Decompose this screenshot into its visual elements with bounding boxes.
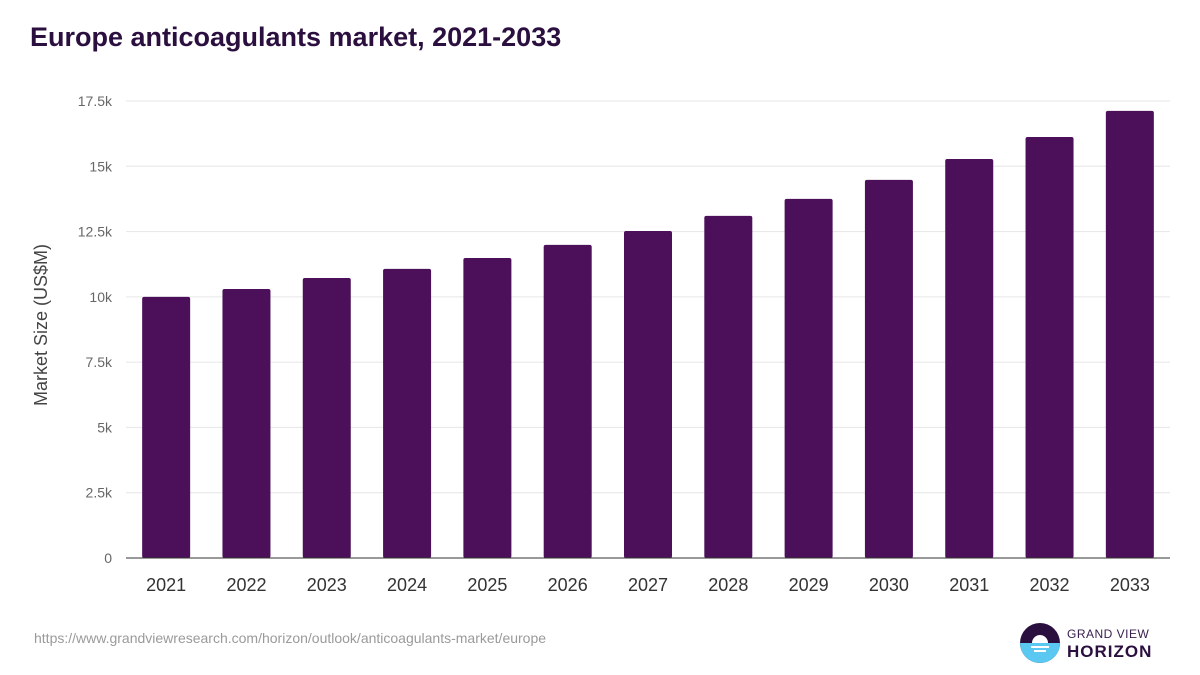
- y-tick-label: 12.5k: [78, 224, 113, 240]
- y-tick-label: 15k: [89, 158, 113, 174]
- logo-text-horizon: HORIZON: [1067, 642, 1153, 661]
- x-tick-label: 2027: [628, 575, 668, 595]
- bar-2031: [945, 158, 994, 559]
- bar-2029: [784, 198, 833, 558]
- y-tick-label: 5k: [97, 419, 113, 435]
- x-tick-label: 2032: [1030, 575, 1070, 595]
- bar-2033: [1105, 110, 1154, 558]
- y-axis-label: Market Size (US$M): [31, 244, 51, 406]
- x-tick-label: 2023: [307, 575, 347, 595]
- y-tick-label: 2.5k: [86, 485, 113, 501]
- x-tick-label: 2031: [949, 575, 989, 595]
- grand-view-horizon-logo: GRAND VIEW HORIZON: [1019, 622, 1179, 666]
- bar-2023: [302, 278, 351, 558]
- bar-2025: [463, 257, 512, 558]
- bar-2032: [1025, 137, 1074, 558]
- bar-2021: [142, 296, 191, 558]
- bar-2022: [222, 289, 271, 558]
- logo-text-grand-view: GRAND VIEW: [1067, 627, 1150, 641]
- horizon-logo-icon: [1020, 623, 1060, 663]
- x-tick-label: 2024: [387, 575, 427, 595]
- bar-2028: [704, 215, 753, 558]
- bar-2030: [864, 179, 913, 558]
- x-tick-label: 2022: [226, 575, 266, 595]
- x-tick-label: 2025: [467, 575, 507, 595]
- x-tick-label: 2021: [146, 575, 186, 595]
- y-tick-label: 10k: [89, 289, 113, 305]
- y-tick-label: 0: [104, 550, 112, 566]
- bar-chart: 0 2.5k 5k 7.5k 10k 12.5k 15k 17.5k 2021 2022 2023 2…: [31, 93, 1170, 595]
- source-url[interactable]: https://www.grandviewresearch.com/horizo…: [34, 630, 547, 646]
- bar-2024: [383, 268, 432, 558]
- x-tick-label: 2030: [869, 575, 909, 595]
- x-tick-label: 2029: [789, 575, 829, 595]
- y-tick-label: 17.5k: [78, 93, 113, 109]
- bar-2027: [624, 231, 672, 559]
- x-tick-label: 2026: [548, 575, 588, 595]
- y-tick-label: 7.5k: [86, 354, 113, 370]
- bar-2026: [543, 244, 592, 558]
- chart-title: Europe anticoagulants market, 2021-2033: [30, 22, 562, 52]
- x-tick-label: 2033: [1110, 575, 1150, 595]
- x-tick-label: 2028: [708, 575, 748, 595]
